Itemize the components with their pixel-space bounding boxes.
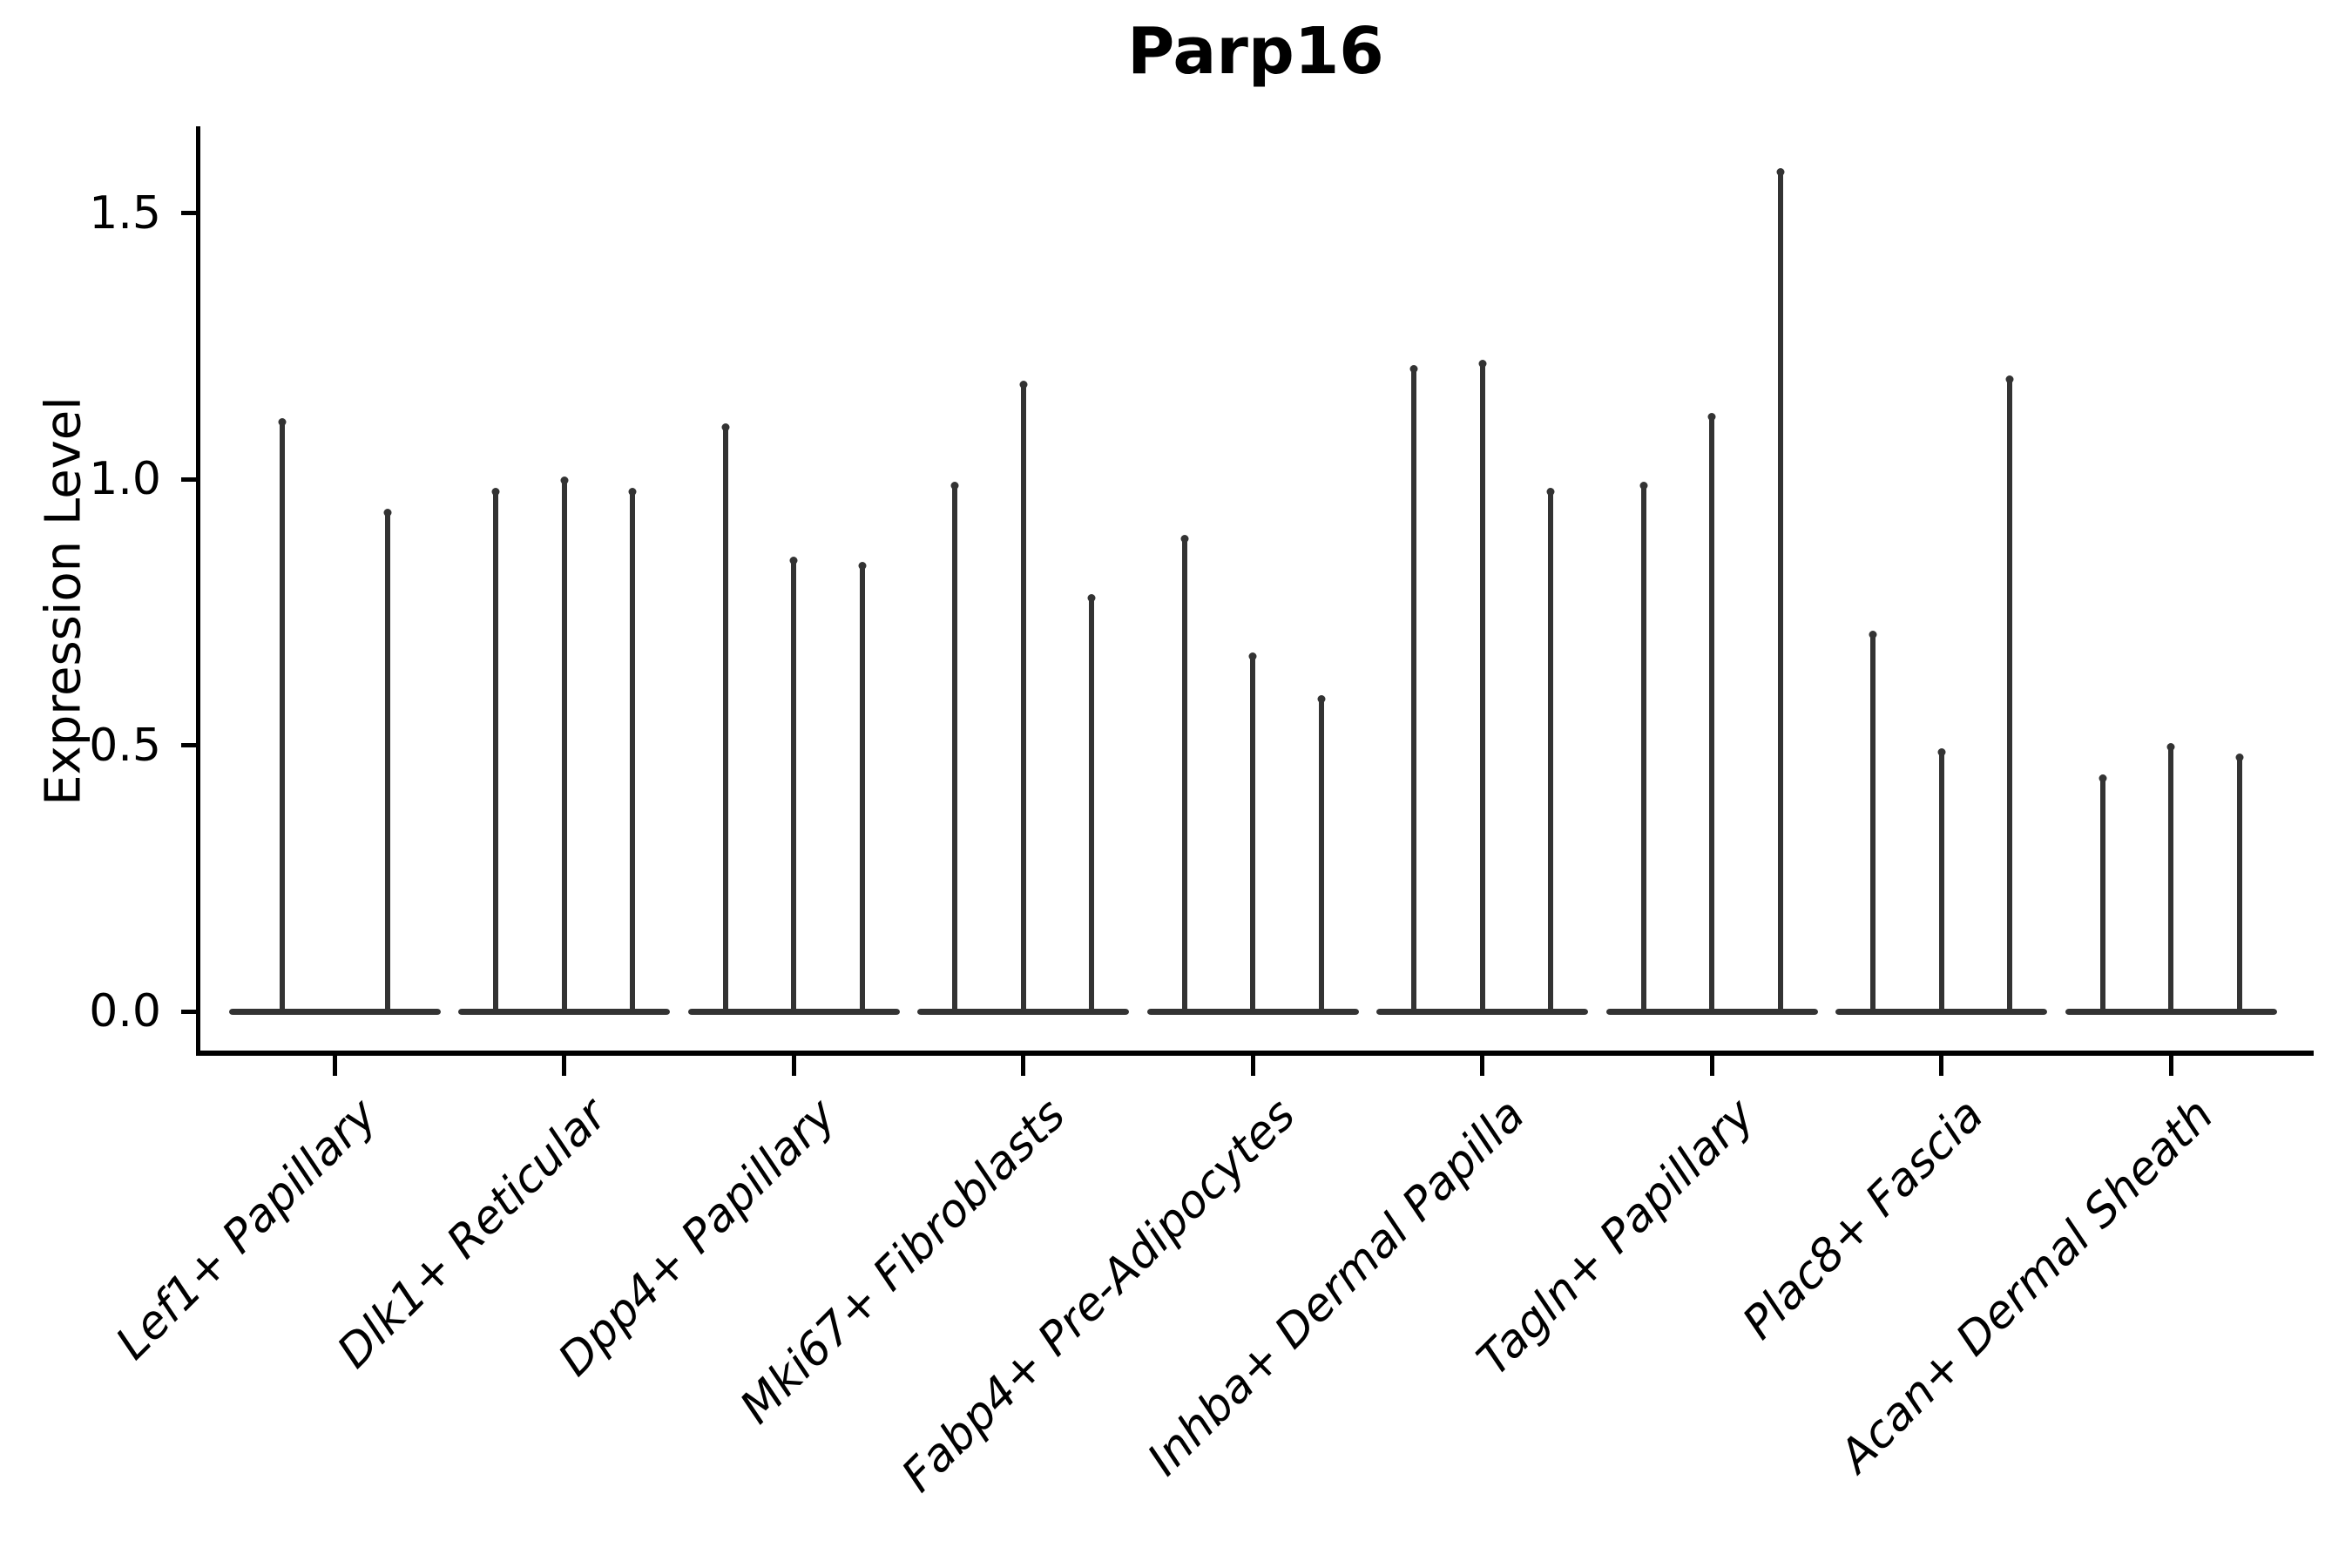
violin-spike (1548, 490, 1553, 1013)
violin-spike (1777, 171, 1783, 1013)
violin-spike (859, 564, 865, 1013)
violin-spike (1411, 368, 1416, 1013)
x-axis-spine (196, 1051, 2314, 1056)
y-tick-mark (181, 476, 196, 482)
violin-spike (1479, 362, 1485, 1013)
violin-spike (1181, 537, 1187, 1013)
x-tick-mark (791, 1055, 796, 1076)
y-tick-mark (181, 1009, 196, 1014)
y-axis-spine (196, 126, 200, 1055)
x-tick-mark (1939, 1055, 1943, 1076)
violin-spike (722, 426, 728, 1013)
y-tick-label: 1.5 (89, 186, 161, 240)
violin-spike (1870, 633, 1876, 1013)
x-category-label: Acan+ Dermal Sheath (1829, 1089, 2224, 1483)
violin-baseline (228, 1008, 441, 1015)
x-tick-mark (562, 1055, 566, 1076)
x-tick-mark (1021, 1055, 1025, 1076)
x-tick-mark (1250, 1055, 1255, 1076)
y-tick-mark (181, 743, 196, 748)
violin-spike (1709, 416, 1714, 1013)
violin-spike (1020, 383, 1026, 1013)
violin-spike (493, 490, 498, 1013)
violin-spike (791, 558, 796, 1013)
violin-spike (384, 510, 390, 1013)
x-category-label: Fabp4+ Pre-Adipocytes (891, 1089, 1306, 1503)
plot-title: Parp16 (1127, 14, 1384, 89)
y-tick-label: 1.0 (89, 453, 161, 506)
violin-spike (952, 484, 957, 1013)
violin-spike (279, 421, 285, 1013)
violin-spike (2099, 777, 2105, 1013)
x-tick-mark (1480, 1055, 1484, 1076)
violin-spike (2236, 755, 2242, 1013)
y-tick-label: 0.0 (89, 985, 161, 1037)
violin-spike (630, 490, 635, 1013)
violin-spike (1250, 654, 1255, 1013)
violin-spike (2168, 745, 2173, 1013)
violin-spike (561, 479, 567, 1013)
violin-spike (1089, 596, 1094, 1013)
x-tick-mark (332, 1055, 337, 1076)
x-tick-mark (2168, 1055, 2173, 1076)
violin-spike (1938, 750, 1944, 1013)
y-tick-mark (181, 211, 196, 216)
x-category-label: Inhba+ Dermal Papilla (1138, 1089, 1535, 1486)
x-tick-mark (1709, 1055, 1714, 1076)
violin-spike (1318, 697, 1324, 1013)
violin-spike (2007, 378, 2012, 1013)
violin-spike (1640, 484, 1646, 1013)
y-tick-label: 0.5 (89, 719, 161, 772)
x-category-label: Plac8+ Fascia (1733, 1089, 1994, 1350)
